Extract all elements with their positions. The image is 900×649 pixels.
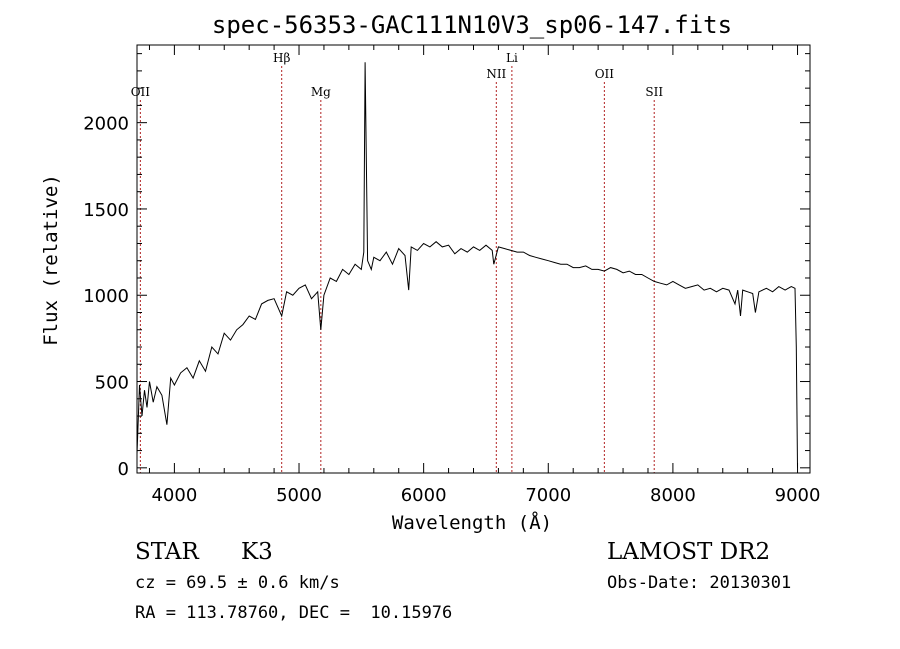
axis-ticks-layer: 4000 5000 6000 7000 8000 9000 0 500 1000 1500 2000 — [83, 45, 820, 506]
plot-frame — [136, 44, 811, 474]
x-tick-label: 4000 — [151, 485, 197, 506]
spectral-line-label: Li — [506, 51, 518, 65]
spectral-line-label: Hβ — [273, 51, 290, 65]
spectral-line-label: SII — [645, 85, 663, 99]
x-tick-label: 7000 — [525, 485, 571, 506]
x-tick-label: 9000 — [775, 485, 821, 506]
chart-title: spec-56353-GAC111N10V3_sp06-147.fits — [212, 11, 732, 39]
x-tick-label: 6000 — [401, 485, 447, 506]
observation-date: Obs-Date: 20130301 — [607, 573, 792, 593]
spectral-line-label: NII — [486, 67, 506, 81]
spectral-line-label: Mg — [311, 85, 331, 99]
y-tick-label: 500 — [95, 373, 129, 394]
spectral-line-label: OII — [131, 85, 151, 99]
x-tick-label: 5000 — [276, 485, 322, 506]
spectral-line-label: OII — [595, 67, 615, 81]
survey-label: LAMOST DR2 — [607, 539, 771, 565]
y-axis-label: Flux (relative) — [40, 174, 62, 346]
spectrum-line — [136, 62, 798, 468]
object-class: STAR — [135, 539, 199, 565]
x-tick-label: 8000 — [650, 485, 696, 506]
redshift-velocity: cz = 69.5 ± 0.6 km/s — [135, 573, 340, 593]
object-subclass: K3 — [241, 539, 273, 565]
y-tick-label: 1000 — [83, 286, 129, 307]
y-tick-label: 0 — [118, 459, 129, 480]
ra-dec-coordinates: RA = 113.78760, DEC = 10.15976 — [135, 603, 453, 623]
y-tick-label: 1500 — [83, 200, 129, 221]
x-axis-label: Wavelength (Å) — [392, 511, 552, 534]
y-tick-label: 2000 — [83, 114, 129, 135]
